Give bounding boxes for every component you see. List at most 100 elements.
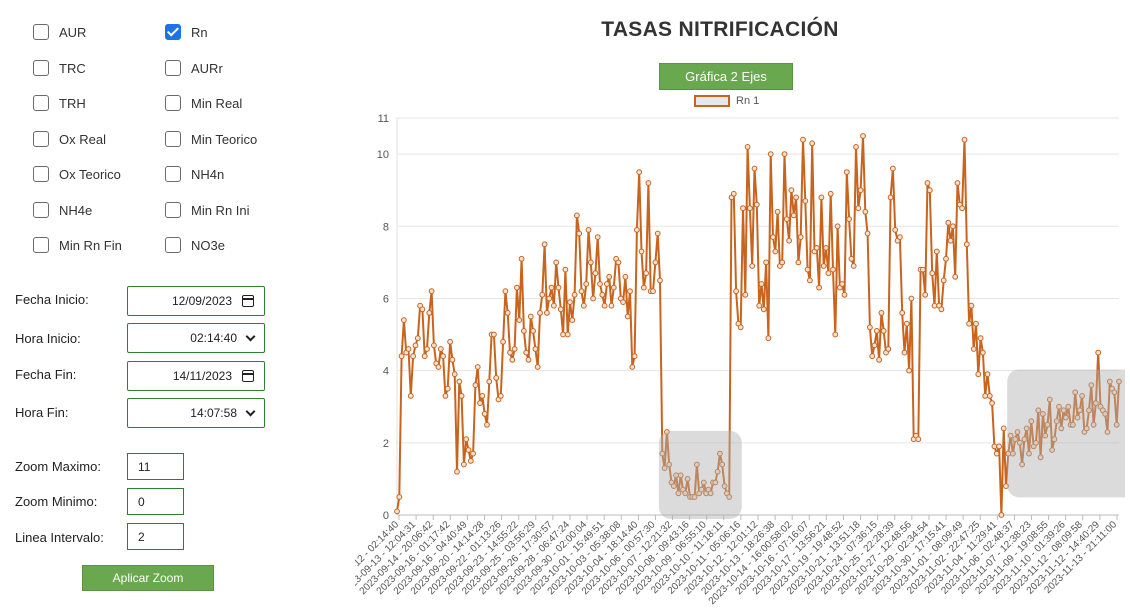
checkbox-min-real[interactable]: Min Real <box>165 93 242 113</box>
highlight-region <box>658 430 742 519</box>
data-point <box>659 450 666 457</box>
data-point <box>414 335 421 342</box>
data-point <box>484 421 490 428</box>
data-point <box>638 248 645 255</box>
checkbox-box[interactable] <box>33 60 49 76</box>
hora-fin-label: Hora Fin: <box>15 405 69 420</box>
checkbox-nh4e[interactable]: NH4e <box>33 200 92 220</box>
data-point <box>980 349 986 356</box>
checkbox-trh[interactable]: TRH <box>33 93 86 113</box>
checkbox-box[interactable] <box>165 237 181 253</box>
data-point <box>788 187 795 194</box>
line-interval-input[interactable]: 2 <box>127 523 184 550</box>
checkbox-rn[interactable]: Rn <box>165 22 208 42</box>
calendar-icon[interactable] <box>242 295 254 307</box>
data-point <box>491 331 497 338</box>
data-point <box>830 266 836 273</box>
data-point <box>887 194 894 201</box>
checkbox-aur[interactable]: AUR <box>33 22 86 42</box>
data-point <box>431 342 437 349</box>
y-tick-label: 11 <box>378 113 389 125</box>
checkbox-trc[interactable]: TRC <box>33 58 86 78</box>
y-tick-label: 2 <box>383 438 389 450</box>
legend-series-label: Rn 1 <box>736 95 760 107</box>
data-point <box>880 328 887 334</box>
data-point <box>698 486 705 493</box>
data-point <box>998 512 1005 518</box>
checkbox-box[interactable] <box>165 166 181 182</box>
data-point <box>1016 439 1023 446</box>
chart-legend[interactable]: Rn 1 <box>694 95 759 107</box>
data-point <box>968 302 975 309</box>
data-point <box>440 353 446 360</box>
data-point <box>813 245 820 251</box>
hora-inicio-select[interactable]: 02:14:40 <box>127 323 265 353</box>
data-point <box>1086 407 1092 414</box>
data-point <box>740 205 746 212</box>
two-axes-button[interactable]: Gráfica 2 Ejes <box>659 63 793 90</box>
checkbox-nh4n[interactable]: NH4n <box>165 164 224 184</box>
data-point <box>860 133 866 139</box>
data-point <box>398 353 405 360</box>
checkbox-min-teorico[interactable]: Min Teorico <box>165 129 257 149</box>
data-point <box>401 317 407 324</box>
checkbox-no3e[interactable]: NO3e <box>165 235 225 255</box>
data-point <box>1033 439 1039 446</box>
checkbox-min-rn-ini[interactable]: Min Rn Ini <box>165 200 250 220</box>
data-point <box>986 393 993 399</box>
checkbox-aurr[interactable]: AURr <box>165 58 223 78</box>
data-point <box>869 353 876 360</box>
data-point <box>574 212 580 219</box>
data-point <box>666 461 673 468</box>
data-point <box>897 234 903 241</box>
data-point <box>477 400 483 407</box>
data-point <box>629 364 636 370</box>
checkbox-box[interactable] <box>33 131 49 147</box>
data-point <box>867 324 873 331</box>
data-point <box>920 266 926 273</box>
data-point <box>890 165 896 172</box>
data-point <box>1007 432 1014 439</box>
fecha-inicio-field[interactable]: 12/09/2023 <box>127 286 265 316</box>
data-point <box>850 263 857 269</box>
data-point <box>959 205 965 212</box>
data-point <box>841 291 848 298</box>
data-point <box>901 349 908 356</box>
data-point <box>456 378 463 385</box>
checkbox-box[interactable] <box>33 166 49 182</box>
checkbox-box[interactable] <box>165 95 181 111</box>
data-point <box>544 310 550 316</box>
data-point <box>1012 436 1019 443</box>
data-point <box>564 331 571 338</box>
checkbox-box[interactable] <box>165 202 181 218</box>
data-point <box>652 259 659 266</box>
data-point <box>1040 411 1046 417</box>
checkbox-box[interactable] <box>165 60 181 76</box>
zoom-min-input[interactable]: 0 <box>127 488 184 515</box>
zoom-max-input[interactable]: 11 <box>127 453 184 480</box>
checkbox-ox-teorico[interactable]: Ox Teorico <box>33 164 121 184</box>
checkbox-box[interactable] <box>33 237 49 253</box>
checkbox-box[interactable] <box>165 131 181 147</box>
checkbox-ox-real[interactable]: Ox Real <box>33 129 106 149</box>
hora-fin-select[interactable]: 14:07:58 <box>127 398 265 428</box>
data-point <box>1065 403 1072 410</box>
checkbox-box[interactable] <box>33 24 49 40</box>
checkbox-box[interactable] <box>165 24 181 40</box>
data-point <box>585 227 592 233</box>
data-point <box>435 364 442 370</box>
fecha-fin-field[interactable]: 14/11/2023 <box>127 361 265 391</box>
highlight-region <box>1007 369 1125 498</box>
data-point <box>521 328 527 334</box>
apply-zoom-button[interactable]: Aplicar Zoom <box>82 565 214 591</box>
data-point <box>1072 389 1079 396</box>
data-point <box>977 335 984 342</box>
checkbox-box[interactable] <box>33 202 49 218</box>
checkbox-min-rn-fin[interactable]: Min Rn Fin <box>33 235 122 255</box>
data-point <box>555 284 562 291</box>
checkbox-box[interactable] <box>33 95 49 111</box>
data-point <box>412 342 419 349</box>
calendar-icon[interactable] <box>242 370 254 382</box>
data-point <box>993 450 1000 457</box>
data-point <box>1037 454 1044 461</box>
